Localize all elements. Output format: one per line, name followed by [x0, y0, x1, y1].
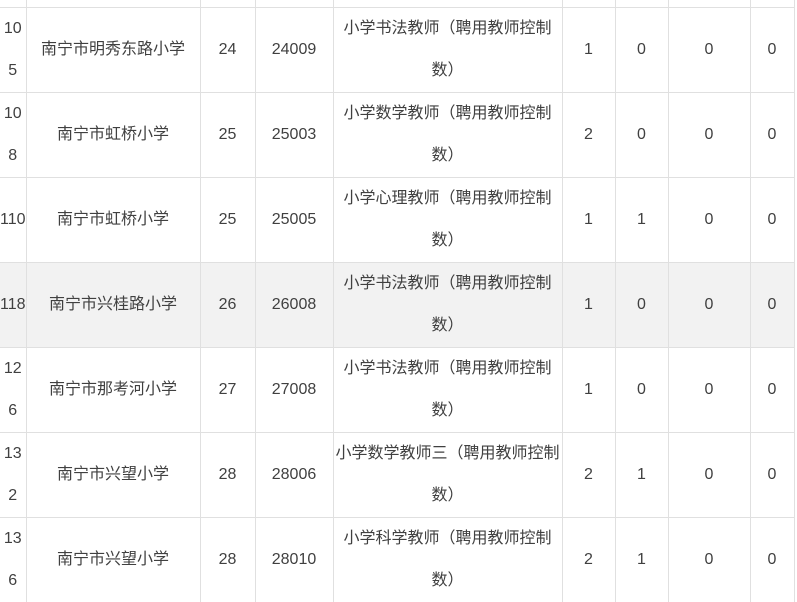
cell-unit-code: 26 [199, 261, 256, 348]
cell-post-code: 28010 [254, 516, 334, 602]
cell-post-code: 28006 [254, 431, 334, 518]
cell-n3: 0 [667, 91, 751, 178]
cell-n2: 0 [614, 6, 669, 93]
cell-n4: 0 [749, 91, 795, 178]
cell-unit-code: 24 [199, 6, 256, 93]
cell-n3: 0 [667, 431, 751, 518]
cell-n1: 2 [561, 91, 616, 178]
cell-n4: 0 [749, 6, 795, 93]
cell-seq: 118 [0, 261, 27, 348]
cell-n4: 0 [749, 431, 795, 518]
cell-post-name: 小学数学教师三（聘用教师控制数） [332, 431, 563, 518]
cell-seq: 105 [0, 6, 27, 93]
cell-seq: 132 [0, 431, 27, 518]
cell-school: 南宁市虹桥小学 [25, 91, 201, 178]
cell-post-code: 26008 [254, 261, 334, 348]
cell-n2: 1 [614, 431, 669, 518]
table-row: 108 南宁市虹桥小学 25 25003 小学数学教师（聘用教师控制数） 2 0… [0, 91, 795, 178]
table-row: 110 南宁市虹桥小学 25 25005 小学心理教师（聘用教师控制数） 1 1… [0, 176, 795, 263]
cell-n1: 1 [561, 261, 616, 348]
cell-n1: 2 [561, 516, 616, 602]
cell-n4: 0 [749, 346, 795, 433]
table-row: 136 南宁市兴望小学 28 28010 小学科学教师（聘用教师控制数） 2 1… [0, 516, 795, 602]
table-row: 105 南宁市明秀东路小学 24 24009 小学书法教师（聘用教师控制数） 1… [0, 6, 795, 93]
cell-n3: 0 [667, 6, 751, 93]
cell-n4: 0 [749, 261, 795, 348]
cell-school: 南宁市虹桥小学 [25, 176, 201, 263]
table-row-highlighted: 118 南宁市兴桂路小学 26 26008 小学书法教师（聘用教师控制数） 1 … [0, 261, 795, 348]
cell-unit-code: 25 [199, 176, 256, 263]
cell-post-code: 25003 [254, 91, 334, 178]
cell-n3: 0 [667, 261, 751, 348]
cell-unit-code: 28 [199, 516, 256, 602]
cell-post-name: 小学书法教师（聘用教师控制数） [332, 261, 563, 348]
cell-n1: 1 [561, 176, 616, 263]
partial-row-top [0, 0, 795, 8]
cell-unit-code: 28 [199, 431, 256, 518]
cell-n1: 2 [561, 431, 616, 518]
cell-n2: 1 [614, 516, 669, 602]
cell-school: 南宁市兴桂路小学 [25, 261, 201, 348]
cell-post-code: 25005 [254, 176, 334, 263]
cell-n1: 1 [561, 346, 616, 433]
table-row: 132 南宁市兴望小学 28 28006 小学数学教师三（聘用教师控制数） 2 … [0, 431, 795, 518]
cell-n4: 0 [749, 516, 795, 602]
cell-unit-code: 25 [199, 91, 256, 178]
cell-post-name: 小学科学教师（聘用教师控制数） [332, 516, 563, 602]
cell-post-name: 小学书法教师（聘用教师控制数） [332, 6, 563, 93]
cell-n4: 0 [749, 176, 795, 263]
cell-school: 南宁市兴望小学 [25, 516, 201, 602]
cell-n2: 0 [614, 346, 669, 433]
cell-seq: 136 [0, 516, 27, 602]
cell-post-name: 小学心理教师（聘用教师控制数） [332, 176, 563, 263]
cell-n1: 1 [561, 6, 616, 93]
cell-n2: 1 [614, 176, 669, 263]
cell-n3: 0 [667, 176, 751, 263]
cell-post-code: 24009 [254, 6, 334, 93]
cell-post-code: 27008 [254, 346, 334, 433]
cell-seq: 110 [0, 176, 27, 263]
cell-n3: 0 [667, 346, 751, 433]
cell-school: 南宁市明秀东路小学 [25, 6, 201, 93]
table-row: 126 南宁市那考河小学 27 27008 小学书法教师（聘用教师控制数） 1 … [0, 346, 795, 433]
cell-n2: 0 [614, 261, 669, 348]
cell-seq: 108 [0, 91, 27, 178]
cell-unit-code: 27 [199, 346, 256, 433]
cell-school: 南宁市那考河小学 [25, 346, 201, 433]
cell-post-name: 小学数学教师（聘用教师控制数） [332, 91, 563, 178]
cell-post-name: 小学书法教师（聘用教师控制数） [332, 346, 563, 433]
cell-n3: 0 [667, 516, 751, 602]
cell-school: 南宁市兴望小学 [25, 431, 201, 518]
cell-seq: 126 [0, 346, 27, 433]
cell-n2: 0 [614, 91, 669, 178]
